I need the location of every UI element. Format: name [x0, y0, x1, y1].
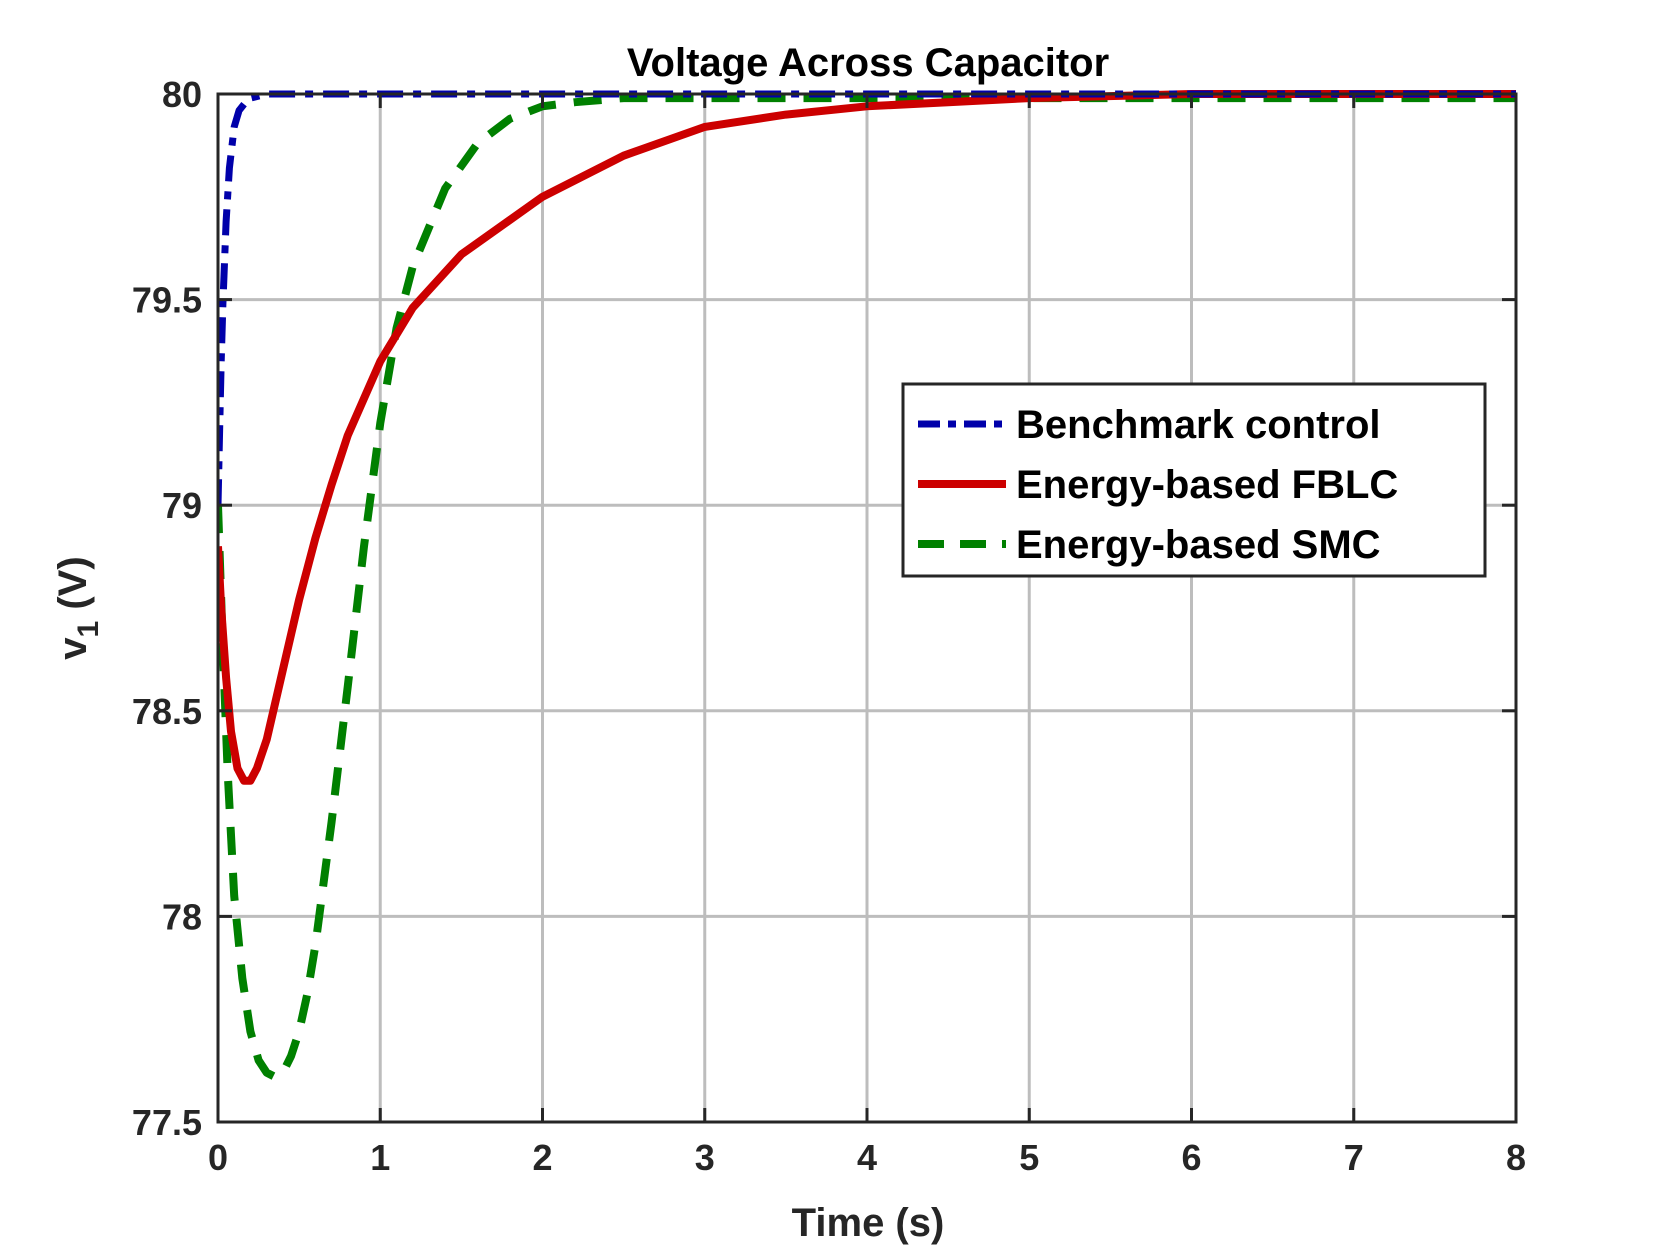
x-tick-label: 4: [857, 1137, 877, 1178]
y-tick-label: 77.5: [132, 1102, 202, 1143]
plot-area: [218, 90, 1516, 1081]
series-line-2: [218, 94, 1516, 1081]
x-tick-label: 5: [1019, 1137, 1039, 1178]
y-axis-title-main: v: [51, 637, 95, 660]
x-tick-label: 6: [1181, 1137, 1201, 1178]
y-tick-label: 78.5: [132, 691, 202, 732]
x-tick-label: 8: [1506, 1137, 1526, 1178]
x-tick-label: 2: [532, 1137, 552, 1178]
y-tick-label: 80: [162, 74, 202, 115]
legend-label-0: Benchmark control: [1016, 403, 1381, 447]
x-tick-label: 0: [208, 1137, 228, 1178]
y-axis-title-subscript: 1: [72, 621, 105, 638]
x-tick-label: 3: [695, 1137, 715, 1178]
chart-title: Voltage Across Capacitor: [627, 41, 1109, 85]
series-line-1: [218, 90, 1516, 785]
legend-label-2: Energy-based SMC: [1016, 523, 1381, 567]
x-tick-label: 7: [1344, 1137, 1364, 1178]
x-tick-label: 1: [370, 1137, 390, 1178]
y-tick-label: 78: [162, 896, 202, 937]
y-axis-title-unit: (V): [51, 556, 95, 620]
y-axis-title: v1 (V): [51, 556, 105, 659]
y-tick-label: 79: [162, 485, 202, 526]
x-axis-title: Time (s): [792, 1201, 945, 1245]
ticks: [216, 92, 1518, 1124]
legend-label-1: Energy-based FBLC: [1016, 463, 1398, 507]
series-layer: [218, 90, 1516, 1081]
legend: Benchmark control Energy-based FBLC Energy…: [901, 382, 1487, 578]
legend-items: Benchmark control Energy-based FBLC Energy…: [918, 403, 1398, 567]
y-tick-label: 79.5: [132, 280, 202, 321]
